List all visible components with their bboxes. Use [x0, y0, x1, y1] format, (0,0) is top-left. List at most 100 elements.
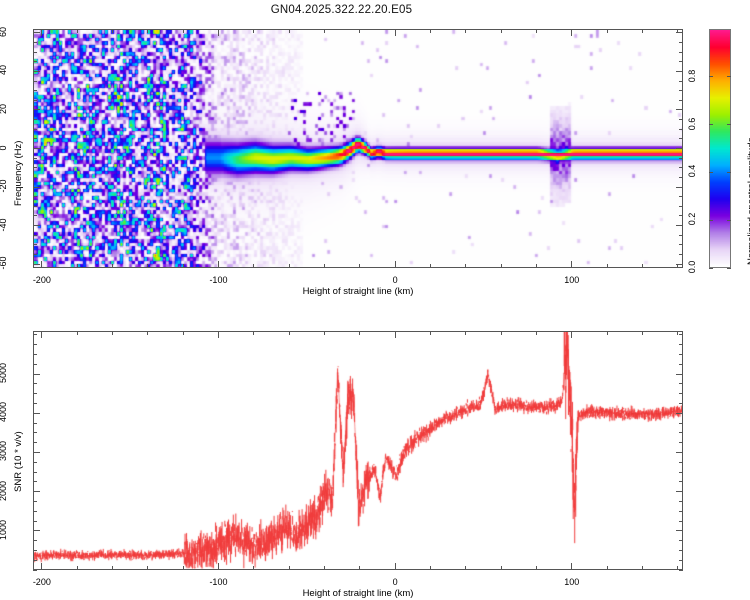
axis-tick — [33, 70, 40, 72]
axis-tick — [679, 549, 683, 551]
axis-tick — [33, 128, 37, 130]
axis-tick — [359, 264, 361, 268]
x-tick-label: -100 — [209, 577, 228, 587]
axis-tick — [641, 331, 643, 335]
axis-tick — [679, 432, 683, 434]
axis-tick — [394, 563, 396, 570]
axis-tick — [288, 264, 290, 268]
axis-tick — [535, 566, 537, 570]
axis-tick — [429, 331, 431, 335]
axis-tick — [676, 373, 683, 375]
axis-tick — [33, 432, 37, 434]
colorbar — [709, 29, 731, 268]
axis-tick — [429, 264, 431, 268]
axis-tick — [33, 90, 37, 92]
snr-x-axis-label: Height of straight line (km) — [302, 588, 414, 599]
colorbar-tick-label: 0.6 — [687, 117, 697, 130]
spectrogram-x-axis-label: Height of straight line (km) — [302, 286, 414, 297]
x-tick-label: 0 — [392, 275, 398, 285]
colorbar-tick — [709, 171, 713, 173]
colorbar-tick — [709, 76, 713, 78]
axis-tick — [33, 80, 37, 82]
axis-tick — [33, 225, 40, 227]
colorbar-tick-label: 0.2 — [687, 212, 697, 226]
axis-tick — [33, 402, 37, 404]
axis-tick — [41, 29, 43, 36]
axis-tick — [679, 215, 683, 217]
axis-tick — [253, 264, 255, 268]
axis-tick — [679, 383, 683, 385]
y-tick-label: -40 — [0, 218, 8, 232]
colorbar-tick-label: 0.8 — [687, 69, 697, 83]
axis-tick — [465, 331, 467, 335]
axis-tick — [41, 563, 43, 570]
axis-tick — [33, 138, 37, 140]
axis-tick — [606, 566, 608, 570]
axis-tick — [33, 412, 40, 414]
axis-tick — [465, 566, 467, 570]
axis-tick — [535, 29, 537, 33]
x-tick-label: 100 — [564, 275, 580, 285]
axis-tick — [679, 119, 683, 121]
axis-tick — [33, 186, 40, 188]
colorbar-gradient — [710, 30, 730, 267]
axis-tick — [500, 29, 502, 33]
axis-tick — [323, 566, 325, 570]
axis-tick — [33, 451, 40, 453]
axis-tick — [679, 157, 683, 159]
axis-tick — [465, 29, 467, 33]
axis-tick — [676, 412, 683, 414]
axis-tick — [676, 263, 683, 265]
snr-plot — [33, 331, 683, 570]
axis-tick — [111, 264, 113, 268]
axis-tick — [33, 254, 37, 255]
axis-tick — [33, 32, 40, 34]
axis-tick — [679, 481, 683, 483]
axis-tick — [76, 566, 78, 570]
axis-tick — [641, 29, 643, 33]
axis-tick — [606, 29, 608, 33]
axis-tick — [679, 61, 683, 63]
y-tick-label: -20 — [0, 179, 8, 193]
colorbar-tick-label: 0.4 — [687, 165, 697, 178]
axis-tick — [429, 566, 431, 570]
axis-tick — [288, 566, 290, 570]
colorbar-tick — [709, 124, 713, 126]
axis-tick — [33, 569, 37, 571]
axis-tick — [571, 563, 573, 570]
y-tick-label: 40 — [0, 65, 8, 76]
axis-tick — [679, 128, 683, 130]
axis-tick — [359, 29, 361, 33]
axis-tick — [33, 354, 37, 355]
spectrogram-plot — [33, 29, 683, 268]
axis-tick — [33, 373, 40, 375]
axis-tick — [253, 29, 255, 33]
axis-tick — [111, 566, 113, 570]
axis-tick — [394, 261, 396, 268]
axis-tick — [33, 157, 37, 159]
axis-tick — [217, 29, 219, 36]
axis-tick — [33, 334, 37, 336]
axis-tick — [535, 331, 537, 335]
axis-tick — [182, 566, 184, 570]
colorbar-title: Normalized spectral amplitude — [746, 137, 750, 265]
axis-tick — [33, 234, 37, 236]
axis-tick — [33, 205, 37, 207]
axis-tick — [323, 264, 325, 268]
axis-tick — [679, 510, 683, 512]
axis-tick — [679, 196, 683, 198]
colorbar-tick — [709, 267, 713, 269]
axis-tick — [33, 119, 37, 121]
axis-tick — [33, 196, 37, 198]
axis-tick — [217, 331, 219, 338]
axis-tick — [41, 331, 43, 338]
y-tick-label: 0 — [0, 128, 8, 168]
colorbar-tick-label: 0.0 — [687, 260, 697, 274]
colorbar-tick — [727, 76, 731, 78]
axis-tick — [182, 29, 184, 33]
axis-tick — [33, 41, 37, 43]
axis-tick — [33, 461, 37, 463]
y-tick-label: 20 — [0, 103, 8, 114]
colorbar-tick — [709, 219, 713, 221]
axis-tick — [679, 176, 683, 178]
